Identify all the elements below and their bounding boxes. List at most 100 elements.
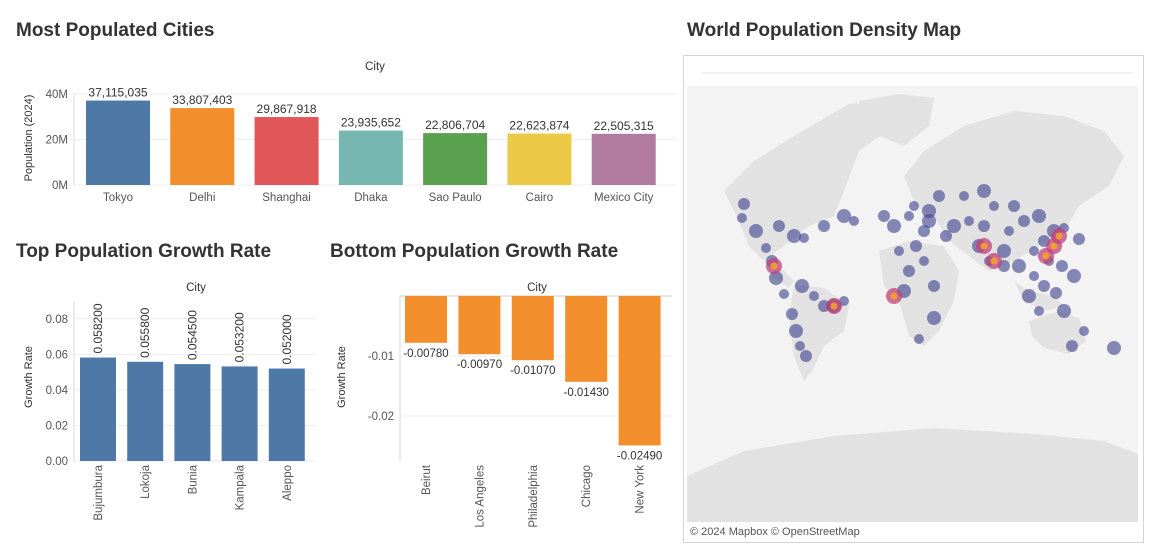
bar — [591, 133, 656, 185]
density-spot — [1107, 341, 1121, 355]
category-label: Aleppo — [282, 465, 294, 501]
bar — [221, 366, 258, 461]
bar — [338, 130, 403, 185]
most-populated-title: Most Populated Cities — [16, 20, 215, 41]
density-spot — [837, 209, 851, 223]
density-spot — [1022, 289, 1036, 303]
density-spot — [799, 233, 809, 243]
y-axis-label: Growth Rate — [336, 346, 348, 408]
density-spot — [928, 280, 940, 292]
category-label: Tokyo — [103, 192, 133, 204]
density-spot — [773, 220, 785, 232]
category-label: Dhaka — [354, 192, 388, 204]
density-spot — [922, 204, 936, 218]
bar — [511, 296, 554, 361]
density-spot — [1079, 326, 1089, 336]
category-label: Bujumbura — [93, 464, 105, 520]
category-label: Sao Paulo — [429, 192, 482, 204]
eurasia-land — [904, 111, 1124, 271]
data-label: 23,935,652 — [341, 116, 401, 130]
bar — [174, 364, 211, 461]
bottom-growth-title: Bottom Population Growth Rate — [330, 241, 619, 262]
density-spot — [1008, 200, 1020, 212]
density-spot — [922, 214, 936, 228]
most-populated-chart: City Population (2024) 0M 20M 40M 37,115,035 T… — [23, 61, 676, 204]
density-spot — [1029, 271, 1039, 281]
density-spot — [914, 334, 924, 344]
world-density-map[interactable]: © 2024 Mapbox © OpenStreetMap — [683, 55, 1144, 543]
density-spot — [940, 230, 952, 242]
density-spot — [1066, 340, 1078, 352]
density-spot — [737, 213, 747, 223]
column-header: City — [186, 282, 206, 294]
data-label: -0.00780 — [403, 348, 448, 360]
map-canvas — [687, 72, 1138, 522]
density-spot — [761, 243, 771, 253]
density-spots — [737, 184, 1121, 362]
top-growth-chart: City Growth Rate 0.00 0.02 0.04 0.06 0.08 0.058… — [23, 282, 316, 521]
y-tick-label: 0M — [52, 180, 68, 192]
density-spot — [779, 289, 789, 299]
density-spot — [959, 191, 969, 201]
density-spot — [1012, 259, 1026, 273]
column-header: City — [527, 282, 547, 294]
antarctica-land — [687, 428, 1138, 522]
y-tick-label: -0.01 — [368, 351, 394, 363]
density-spot — [1056, 260, 1068, 272]
bar — [618, 296, 661, 446]
y-tick-label: 0.04 — [46, 385, 69, 397]
bar — [254, 117, 319, 185]
bar — [170, 108, 235, 185]
density-spot — [749, 224, 763, 238]
data-label: 0.055800 — [138, 307, 152, 357]
bar — [507, 133, 572, 185]
density-spot — [786, 308, 798, 320]
data-label: 0.053200 — [233, 312, 247, 362]
density-spot — [1032, 209, 1046, 223]
density-peak — [770, 262, 778, 270]
density-spot — [878, 210, 890, 222]
density-spot — [1073, 233, 1085, 245]
density-spot — [1018, 215, 1030, 227]
density-spot — [997, 244, 1011, 258]
density-spot — [947, 219, 961, 233]
y-axis-label: Population (2024) — [23, 95, 35, 182]
y-axis-label: Growth Rate — [23, 346, 35, 408]
density-spot — [977, 184, 991, 198]
density-spot — [849, 216, 859, 226]
density-spot — [1004, 226, 1014, 236]
y-tick-label: 0.00 — [46, 456, 68, 468]
density-peak — [830, 302, 838, 310]
top-growth-title: Top Population Growth Rate — [16, 241, 272, 262]
density-spot — [927, 311, 941, 325]
data-label: 0.058200 — [91, 303, 105, 353]
data-label: -0.01430 — [563, 387, 608, 399]
data-label: 29,867,918 — [257, 102, 317, 116]
bar — [565, 296, 608, 382]
category-label: Bunia — [187, 464, 199, 494]
greenland-land — [859, 94, 934, 146]
category-label: New York — [635, 465, 647, 514]
density-peak — [1050, 242, 1058, 250]
density-spot — [919, 256, 929, 266]
density-spot — [769, 271, 783, 285]
density-spot — [918, 225, 930, 237]
density-peak — [890, 292, 898, 300]
bar — [86, 100, 150, 185]
y-tick-label: 40M — [46, 89, 68, 101]
data-label: -0.02490 — [617, 450, 662, 462]
category-label: Kampala — [235, 464, 247, 510]
category-label: Lokoja — [140, 464, 152, 498]
density-peak — [1042, 252, 1050, 260]
bar — [268, 368, 305, 461]
north-america-land — [724, 101, 894, 261]
data-label: 0.054500 — [185, 310, 199, 360]
category-label: Chicago — [581, 465, 593, 507]
y-tick-label: 0.02 — [46, 420, 68, 432]
bar — [405, 296, 447, 343]
category-label: Cairo — [526, 192, 553, 204]
bottom-growth-chart: City Growth Rate -0.01 -0.02 -0.00780 Beirut -… — [336, 282, 672, 528]
density-spot — [795, 279, 809, 293]
density-spot — [818, 220, 830, 232]
data-label: 22,505,315 — [594, 119, 654, 133]
